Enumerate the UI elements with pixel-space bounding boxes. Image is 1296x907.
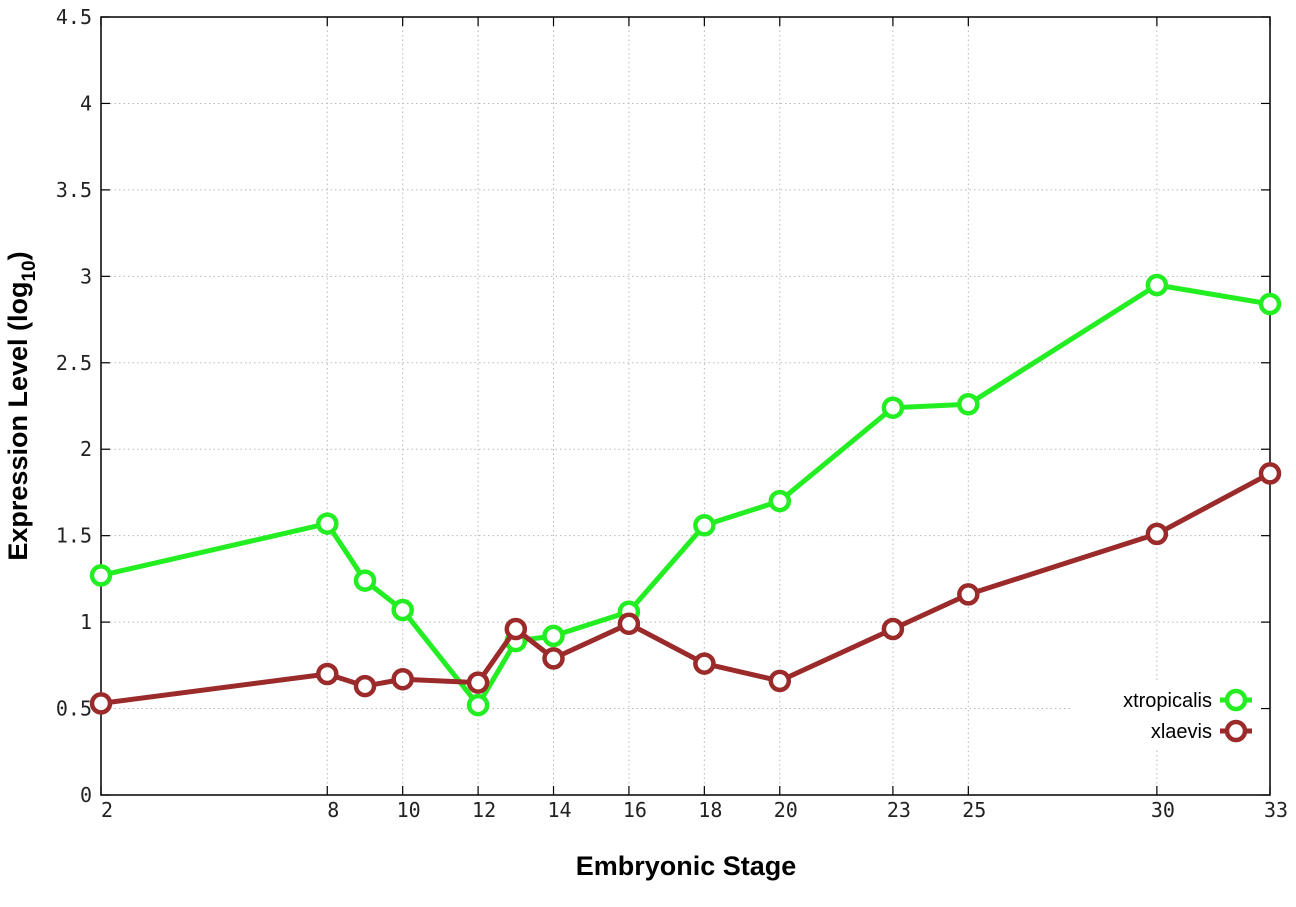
series-line-xlaevis — [98, 470, 1273, 706]
legend-marker-xlaevis — [1224, 719, 1248, 743]
x-tick-label: 33 — [1264, 798, 1288, 822]
data-point-xtropicalis — [957, 393, 980, 416]
data-point-xtropicalis — [466, 693, 490, 717]
data-point-xtropicalis — [316, 512, 339, 535]
y-tick-label: 4.5 — [56, 5, 92, 29]
x-tick-label: 8 — [327, 798, 339, 822]
legend: xtropicalis xlaevis — [1072, 680, 1260, 750]
x-tick-label: 23 — [887, 798, 911, 822]
data-point-xlaevis — [89, 692, 113, 715]
data-point-xlaevis — [768, 669, 792, 693]
series-line-xtropicalis — [98, 282, 1273, 708]
data-point-xlaevis — [693, 652, 716, 675]
y-tick-label: 1 — [80, 610, 92, 634]
y-tick-label: 0.5 — [56, 697, 92, 721]
x-tick-label: 16 — [623, 798, 647, 822]
data-point-xtropicalis — [1258, 292, 1282, 316]
data-point-xtropicalis — [542, 624, 565, 648]
y-axis-title-close: ) — [3, 251, 33, 260]
y-tick-label: 3 — [80, 264, 92, 288]
y-tick-label: 3.5 — [56, 178, 92, 202]
data-point-xtropicalis — [391, 598, 414, 622]
y-axis-title-main: Expression Level (log — [3, 282, 33, 561]
x-tick-label: 25 — [962, 798, 986, 822]
x-tick-label: 18 — [698, 798, 722, 822]
data-point-xlaevis — [353, 674, 377, 698]
y-tick-label: 0 — [80, 783, 92, 807]
data-point-xlaevis — [504, 617, 528, 641]
x-tick-label: 14 — [547, 798, 571, 822]
y-tick-label: 2 — [80, 437, 92, 461]
data-point-xlaevis — [1258, 462, 1282, 485]
data-point-xlaevis — [617, 612, 641, 636]
series-layer — [89, 273, 1282, 717]
y-tick-label: 4 — [80, 91, 92, 115]
y-axis-title: Expression Level (log10) — [3, 251, 40, 560]
data-point-xlaevis — [881, 617, 905, 641]
x-axis-title: Embryonic Stage — [576, 851, 797, 881]
data-point-xlaevis — [391, 667, 414, 691]
plot-frame — [100, 16, 1271, 796]
data-point-xtropicalis — [881, 396, 905, 419]
x-tick-label: 12 — [472, 798, 496, 822]
legend-marker-xtropicalis — [1224, 688, 1248, 712]
x-tick-label: 20 — [774, 798, 798, 822]
ticks: 0 0.5 1 1.5 2 2.5 3 3.5 4 4.5 2 8 10 12 14 16 18 20 23 25 30… — [56, 5, 1288, 822]
data-point-xtropicalis — [89, 564, 113, 587]
legend-label-xlaevis: xlaevis — [1151, 721, 1212, 743]
data-point-xlaevis — [1145, 522, 1169, 546]
legend-label-xtropicalis: xtropicalis — [1123, 690, 1212, 712]
data-point-xtropicalis — [353, 569, 377, 592]
data-point-xtropicalis — [693, 514, 716, 537]
data-point-xtropicalis — [1145, 273, 1169, 297]
x-tick-label: 30 — [1151, 798, 1175, 822]
y-tick-label: 1.5 — [56, 524, 92, 548]
x-tick-label: 10 — [397, 798, 421, 822]
data-point-xtropicalis — [768, 489, 792, 513]
x-tick-label: 2 — [101, 798, 113, 822]
data-point-xlaevis — [466, 671, 490, 694]
data-point-xlaevis — [542, 647, 565, 670]
data-point-xlaevis — [316, 662, 339, 686]
y-axis-title-subscript: 10 — [19, 260, 40, 281]
data-point-xlaevis — [957, 583, 980, 606]
y-tick-label: 2.5 — [56, 351, 92, 375]
